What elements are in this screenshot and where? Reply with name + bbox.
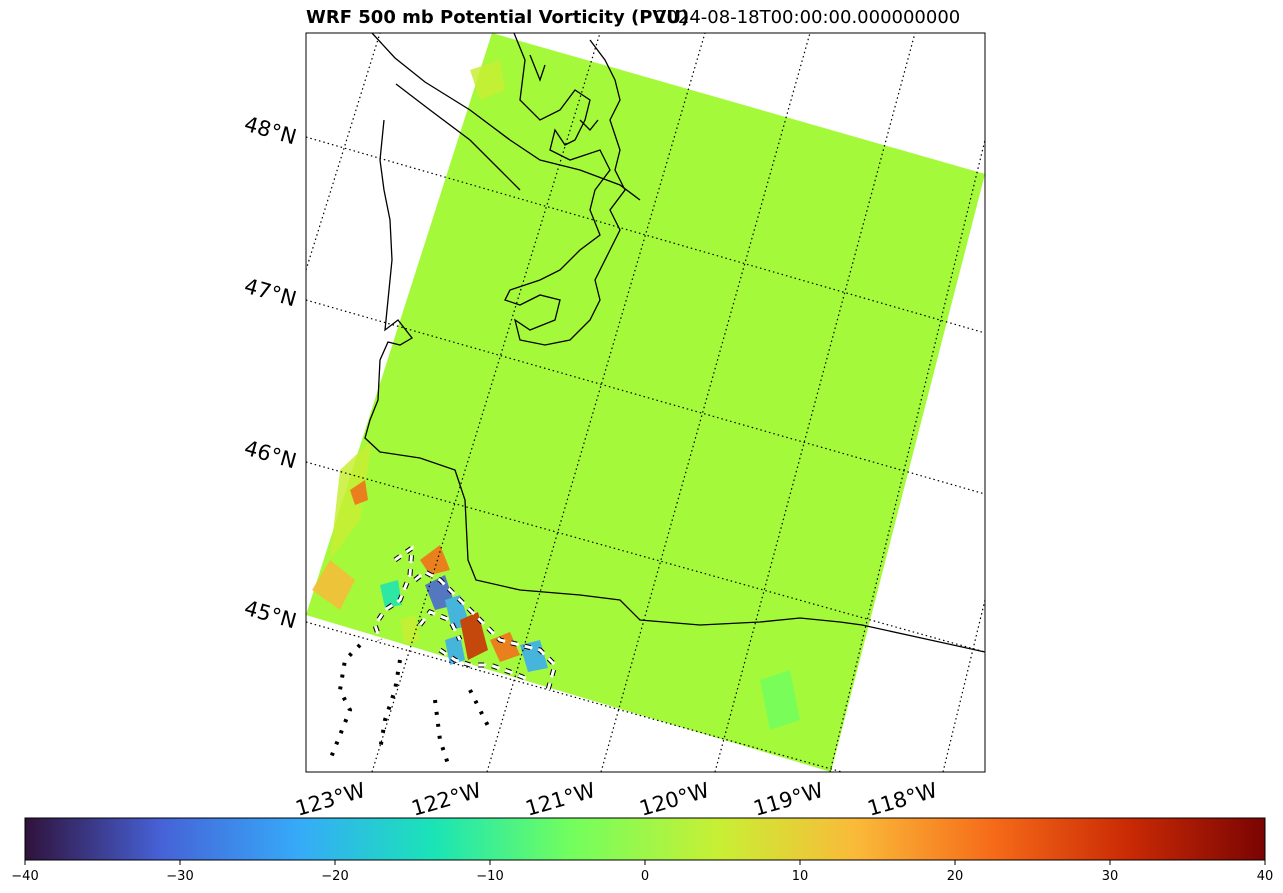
map-timestamp: 2024-08-18T00:00:00.000000000 <box>655 7 961 28</box>
colorbar-tick-label: 20 <box>947 869 964 884</box>
lon-label-118: 118°W <box>865 778 940 821</box>
lon-label-122: 122°W <box>409 778 484 821</box>
longitude-labels: 123°W 122°W 121°W 120°W 119°W 118°W <box>293 778 940 821</box>
lat-label-48: 48°N <box>242 112 300 150</box>
pv-contours <box>328 542 558 771</box>
lat-label-45: 45°N <box>242 596 300 634</box>
lon-label-123: 123°W <box>293 778 368 821</box>
colorbar-tick-label: −30 <box>166 869 193 884</box>
map-frame <box>305 32 986 773</box>
lon-label-121: 121°W <box>523 778 598 821</box>
lon-label-120: 120°W <box>637 778 712 821</box>
lon-label-119: 119°W <box>751 778 826 821</box>
colorbar-ticks: −40 −30 −20 −10 0 10 20 30 40 <box>11 860 1273 884</box>
map-title: WRF 500 mb Potential Vorticity (PVU) <box>306 7 690 28</box>
lat-label-47: 47°N <box>242 274 300 312</box>
pv-anomalies <box>312 60 800 730</box>
map-area <box>306 33 985 772</box>
colorbar <box>24 817 1266 861</box>
model-domain <box>306 33 985 772</box>
colorbar-tick-label: 0 <box>641 869 649 884</box>
colorbar-tick-label: 40 <box>1257 869 1274 884</box>
colorbar-tick-label: −40 <box>11 869 38 884</box>
latitude-labels: 48°N 47°N 46°N 45°N <box>242 112 300 634</box>
colorbar-tick-label: −20 <box>321 869 348 884</box>
colorbar-tick-label: −10 <box>476 869 503 884</box>
colorbar-tick-label: 10 <box>792 869 809 884</box>
coastlines <box>364 33 985 653</box>
lat-label-46: 46°N <box>242 436 300 474</box>
colorbar-tick-label: 30 <box>1102 869 1119 884</box>
